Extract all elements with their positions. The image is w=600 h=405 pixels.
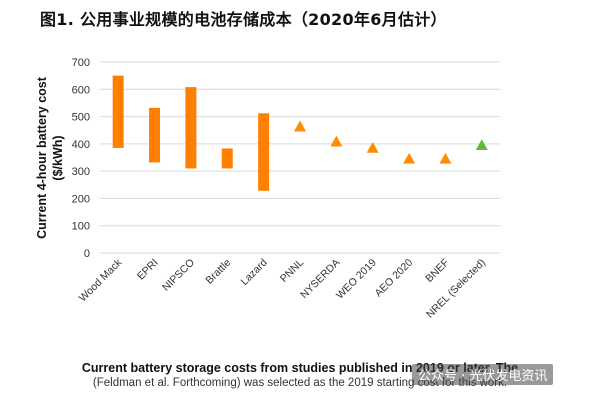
- point-marker-pnnl: [294, 120, 306, 132]
- y-tick-label-600: 600: [72, 84, 90, 96]
- y-tick-label-100: 100: [72, 221, 90, 233]
- chart-title: 图1. 公用事业规模的电池存储成本（2020年6月估计）: [40, 10, 447, 29]
- point-marker-aeo-2020: [403, 152, 416, 164]
- y-tick-label-700: 700: [72, 57, 90, 69]
- x-tick-label-nipsco: NIPSCO: [160, 257, 197, 294]
- gridlines: [100, 61, 500, 254]
- x-tick-label-pnnl: PNNL: [278, 257, 306, 285]
- x-tick-label-lazard: Lazard: [239, 257, 270, 288]
- x-tick-label-bnef: BNEF: [423, 257, 451, 285]
- x-tick-label-brattle: Brattle: [203, 257, 233, 287]
- y-tick-label-200: 200: [72, 193, 90, 205]
- caption-line-2: (Feldman et al. Forthcoming) was selecte…: [92, 377, 508, 389]
- range-bar-brattle: [221, 148, 233, 169]
- y-tick-label-400: 400: [72, 139, 90, 151]
- y-axis-label: Current 4-hour battery cost: [35, 76, 49, 239]
- y-tick-label-500: 500: [72, 112, 90, 124]
- caption-line-1: Current battery storage costs from studi…: [81, 361, 519, 375]
- range-bar-epri: [149, 107, 161, 163]
- figure-caption: Current battery storage costs from studi…: [0, 361, 600, 389]
- y-tick-label-0: 0: [84, 248, 90, 260]
- x-tick-label-weo-2019: WEO 2019: [334, 257, 379, 302]
- point-marker-bnef: [439, 152, 452, 164]
- data-marks: [112, 75, 488, 191]
- range-bar-nipsco: [185, 87, 197, 169]
- point-marker-nrel-selected-: [475, 139, 488, 151]
- x-tick-label-epri: EPRI: [135, 257, 161, 283]
- range-bar-wood-mack: [112, 75, 124, 148]
- point-marker-nyserda: [330, 135, 343, 147]
- chart-area: 0 100 200 300 400 500 600 700 Wood Mack EPRI NIPS…: [35, 57, 500, 321]
- x-axis-ticks: Wood Mack EPRI NIPSCO Brattle Lazard PNNLNYSE…: [77, 256, 488, 320]
- y-axis-ticks: 0 100 200 300 400 500 600 700: [72, 57, 90, 260]
- point-marker-weo-2019: [366, 141, 379, 153]
- x-tick-label-wood-mack: Wood Mack: [77, 256, 125, 304]
- y-tick-label-300: 300: [72, 166, 90, 178]
- range-bar-lazard: [258, 113, 270, 191]
- watermark-label: 公众号 · 光伏发电资讯: [412, 364, 554, 385]
- x-tick-label-aeo-2020: AEO 2020: [372, 257, 415, 300]
- y-axis-unit-label: ($/kWh): [51, 135, 65, 180]
